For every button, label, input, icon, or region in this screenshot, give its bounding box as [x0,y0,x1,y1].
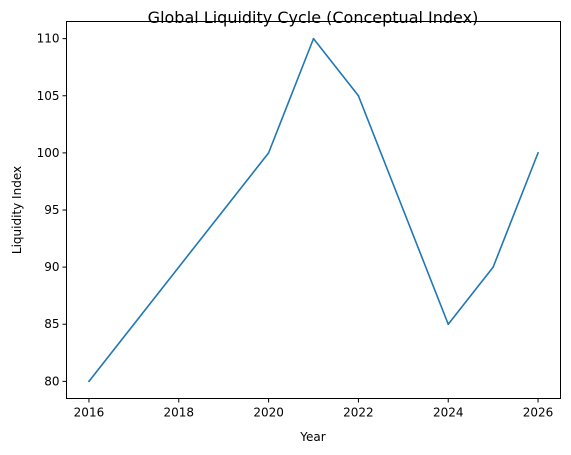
y-tick-label: 100 [37,146,60,160]
series-line-0 [88,37,539,383]
data-point [402,209,405,211]
data-point [537,152,539,154]
data-point [267,152,270,154]
x-tick-label: 2016 [74,406,105,420]
x-axis-label: Year [299,430,325,444]
y-tick-label: 95 [44,203,59,217]
y-tick-label: 110 [37,32,60,46]
data-point [133,323,135,326]
data-point [492,266,494,268]
series-layer [88,37,539,383]
data-point [312,37,315,40]
x-axis: 2016 2018 2020 2022 2024 2026 [74,398,554,420]
y-tick-label: 90 [44,260,59,274]
data-point [222,209,225,211]
data-point [357,94,360,97]
x-tick-label: 2022 [343,406,374,420]
chart-title: Global Liquidity Cycle (Conceptual Index… [148,8,479,27]
y-axis: 80 85 90 95 100 105 110 [37,32,67,388]
plot-area-frame [66,21,561,399]
y-tick-label: 80 [44,374,59,388]
data-point [177,266,180,268]
x-tick-label: 2026 [523,406,554,420]
y-tick-label: 105 [37,89,60,103]
x-tick-label: 2024 [433,406,464,420]
y-axis-label: Liquidity Index [10,166,24,254]
x-tick-label: 2018 [163,406,194,420]
y-tick-label: 85 [44,317,59,331]
data-point [447,323,450,326]
x-tick-label: 2020 [253,406,284,420]
data-point [88,380,90,383]
